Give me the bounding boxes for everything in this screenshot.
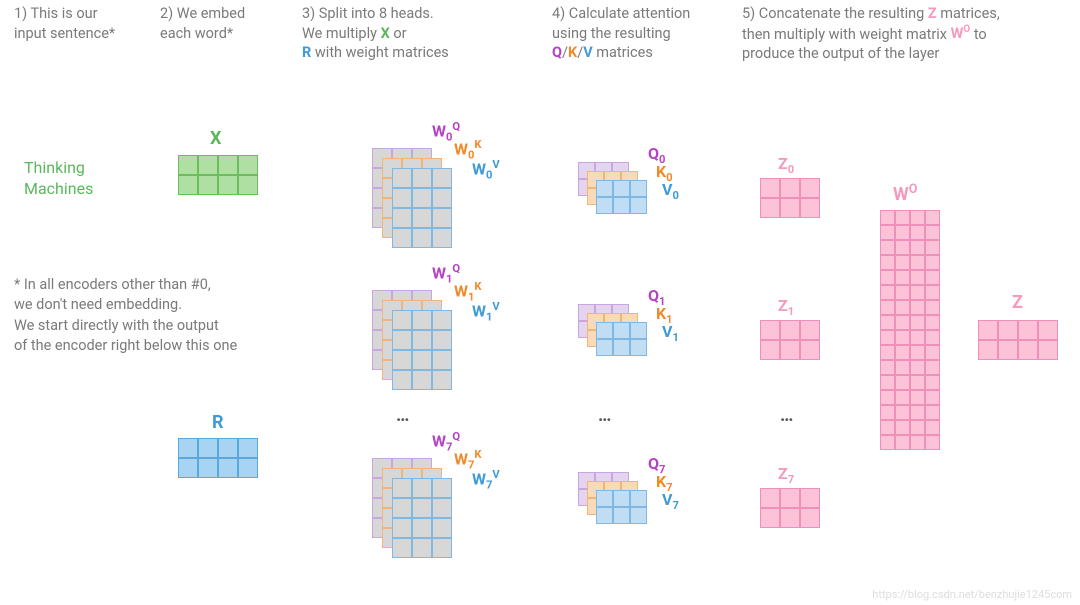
- matrix: [392, 168, 452, 248]
- wv-label-7: W7V: [472, 468, 500, 492]
- weight-stack-0: [372, 148, 462, 248]
- matrix: [392, 478, 452, 558]
- input-words: ThinkingMachines: [24, 158, 93, 200]
- step-2: 2) We embedeach word*: [160, 4, 290, 43]
- watermark: https://blog.csdn.net/benzhujie1245com: [872, 588, 1072, 601]
- weight-stack-1: [372, 290, 462, 390]
- matrix: [596, 322, 647, 356]
- z-matrix-7: [760, 488, 820, 528]
- ellipsis-w: …: [396, 405, 409, 426]
- step-4: 4) Calculate attentionusing the resultin…: [552, 4, 732, 63]
- v-label-0: V0: [662, 180, 679, 202]
- wv-label-0: W0V: [472, 158, 500, 182]
- weight-stack-7: [372, 458, 462, 558]
- step-5: 5) Concatenate the resulting Z matrices,…: [742, 4, 1062, 64]
- z-matrix-0: [760, 178, 820, 218]
- wo-matrix: [880, 210, 940, 450]
- z-output-matrix: [978, 320, 1058, 360]
- r-label: R: [212, 412, 224, 433]
- matrix: [596, 180, 647, 214]
- v-label-1: V1: [662, 322, 679, 344]
- ellipsis-qkv: …: [598, 405, 611, 426]
- z-output-label: Z: [1012, 292, 1023, 313]
- wv-label-1: W1V: [472, 300, 500, 324]
- matrix: [596, 490, 647, 524]
- ellipsis-z: …: [780, 405, 793, 426]
- z-label-0: Z0: [778, 154, 794, 176]
- r-matrix: [178, 438, 258, 478]
- footnote: * In all encoders other than #0,we don't…: [14, 275, 274, 356]
- z-label-1: Z1: [778, 296, 794, 318]
- z-matrix-1: [760, 320, 820, 360]
- wo-label: WO: [893, 182, 917, 205]
- step-3: 3) Split into 8 heads.We multiply X orR …: [302, 4, 532, 63]
- z-label-7: Z7: [778, 464, 794, 486]
- x-label: X: [210, 128, 221, 149]
- step-1: 1) This is ourinput sentence*: [14, 4, 154, 43]
- v-label-7: V7: [662, 490, 679, 512]
- x-matrix: [178, 155, 258, 195]
- matrix: [392, 310, 452, 390]
